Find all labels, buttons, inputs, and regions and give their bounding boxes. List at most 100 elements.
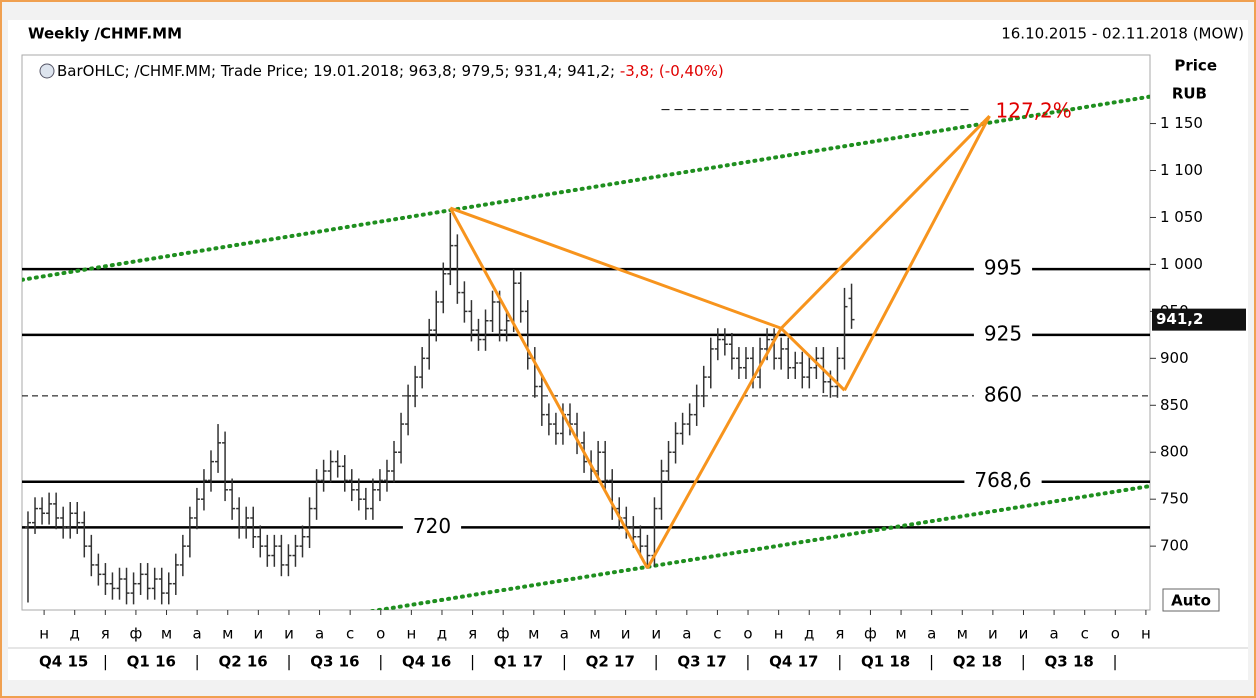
x-tick-label: д: [70, 625, 80, 643]
x-tick-label: н: [774, 625, 784, 643]
x-tick-label: а: [682, 625, 691, 643]
x-tick-label: н: [406, 625, 416, 643]
y-tick-label: 1 050: [1160, 208, 1203, 226]
pattern-line: [780, 327, 846, 392]
price-marker-label: 941,2: [1156, 310, 1203, 328]
level-label: 860: [984, 382, 1022, 406]
x-tick-label: а: [193, 625, 202, 643]
x-tick-label: м: [528, 625, 539, 643]
x-tick-label: и: [651, 625, 661, 643]
y-tick-label: 800: [1160, 443, 1189, 461]
legend-text: BarOHLC; /CHMF.MM; Trade Price; 19.01.20…: [57, 62, 615, 80]
x-tick-label: д: [437, 625, 447, 643]
y-tick-label: 850: [1160, 396, 1189, 414]
quarter-label: Q4 16: [402, 653, 451, 671]
quarter-separator: |: [286, 653, 291, 671]
x-tick-label: а: [1049, 625, 1058, 643]
x-tick-label: и: [284, 625, 294, 643]
y-tick-label: 1 100: [1160, 161, 1203, 179]
quarter-label: Q2 16: [218, 653, 267, 671]
y-tick-label: 1 150: [1160, 114, 1203, 132]
legend-icon: [39, 63, 55, 79]
level-label: 720: [413, 514, 451, 538]
quarter-separator: |: [745, 653, 750, 671]
x-tick-label: и: [253, 625, 263, 643]
x-tick-label: м: [589, 625, 600, 643]
x-tick-label: а: [315, 625, 324, 643]
quarter-separator: |: [929, 653, 934, 671]
quarter-label: Q2 18: [953, 653, 1002, 671]
x-tick-label: д: [804, 625, 814, 643]
x-tick-label: и: [1019, 625, 1029, 643]
channel-line: [22, 94, 1150, 282]
level-label-bg: [973, 384, 1033, 407]
level-label: 995: [984, 256, 1022, 280]
pattern-line: [780, 114, 991, 330]
price-marker: [1152, 308, 1246, 331]
x-tick-label: м: [222, 625, 233, 643]
y-tick-label: 900: [1160, 349, 1189, 367]
quarter-separator: |: [654, 653, 659, 671]
target-label: 127,2%: [996, 99, 1072, 123]
quarter-separator: |: [1021, 653, 1026, 671]
quarter-separator: |: [470, 653, 475, 671]
x-tick-label: с: [713, 625, 721, 643]
quarter-separator: |: [378, 653, 383, 671]
chart-title: Weekly /CHMF.MM: [28, 25, 182, 43]
y-tick-label: 700: [1160, 537, 1189, 555]
x-tick-label: с: [346, 625, 354, 643]
quarter-separator: |: [562, 653, 567, 671]
x-tick-label: ф: [497, 625, 510, 643]
quarter-separator: |: [195, 653, 200, 671]
y-tick-label: 750: [1160, 490, 1189, 508]
level-label-bg: [964, 470, 1042, 493]
auto-button[interactable]: [1162, 588, 1220, 612]
level-label: 768,6: [974, 468, 1031, 492]
quarter-label: Q1 16: [127, 653, 176, 671]
quarter-label: Q3 17: [677, 653, 726, 671]
level-label-bg: [402, 516, 462, 539]
quarter-label: Q1 18: [861, 653, 910, 671]
pattern-line: [449, 207, 649, 569]
y-tick-label: 1 000: [1160, 255, 1203, 273]
quarter-label: Q3 18: [1045, 653, 1094, 671]
x-tick-label: н: [1141, 625, 1151, 643]
x-tick-label: я: [468, 625, 477, 643]
period: 16.10.2015 - 02.11.2018 (MOW): [1001, 25, 1244, 43]
quarter-separator: |: [837, 653, 842, 671]
auto-button-label[interactable]: Auto: [1171, 592, 1211, 610]
quarter-label: Q4 17: [769, 653, 818, 671]
quarter-label: Q4 15: [39, 653, 88, 671]
quarter-separator: |: [103, 653, 108, 671]
quarter-separator: |: [1113, 653, 1118, 671]
x-tick-label: ф: [130, 625, 143, 643]
x-tick-label: о: [743, 625, 752, 643]
x-tick-label: а: [560, 625, 569, 643]
x-tick-label: м: [957, 625, 968, 643]
x-tick-label: о: [376, 625, 385, 643]
level-label-bg: [973, 258, 1033, 281]
x-tick-label: с: [1081, 625, 1089, 643]
legend: BarOHLC; /CHMF.MM; Trade Price; 19.01.20…: [57, 62, 724, 80]
x-tick-label: н: [39, 625, 49, 643]
channel-line: [366, 484, 1150, 610]
x-tick-label: м: [161, 625, 172, 643]
plot: [22, 94, 1150, 610]
level-label: 925: [984, 321, 1022, 345]
x-tick-label: м: [895, 625, 906, 643]
x-tick-label: я: [835, 625, 844, 643]
pattern-line: [646, 327, 783, 569]
legend-change: -3,8; (-0,40%): [615, 62, 724, 80]
quarter-label: Q3 16: [310, 653, 359, 671]
x-tick-label: о: [1111, 625, 1120, 643]
x-tick-label: и: [621, 625, 631, 643]
x-tick-label: ф: [864, 625, 877, 643]
pattern-line: [449, 206, 782, 330]
y-axis-unit: RUB: [1172, 85, 1207, 103]
x-tick-label: а: [927, 625, 936, 643]
pattern-line: [843, 115, 991, 391]
level-label-bg: [973, 323, 1033, 346]
quarter-label: Q1 17: [494, 653, 543, 671]
